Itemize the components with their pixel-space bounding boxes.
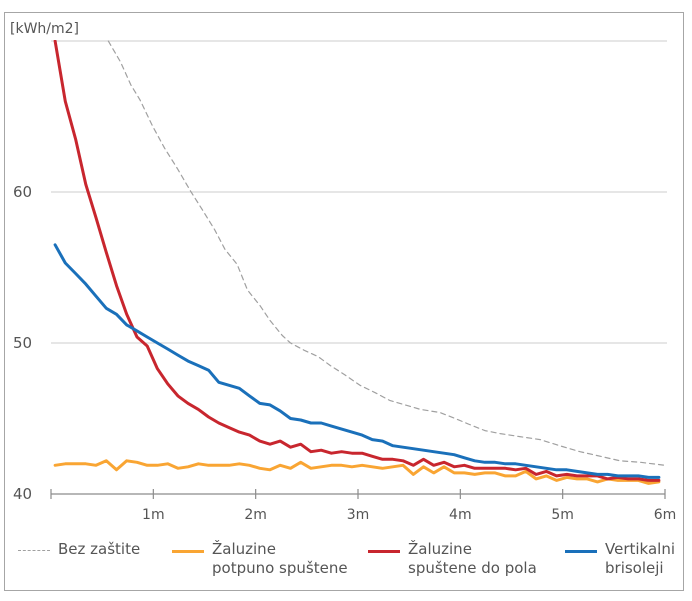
series-line-vertikalni-brisoleji — [53, 243, 661, 479]
y-tick-label: 50 — [13, 334, 32, 352]
x-tick-label: 3m — [347, 507, 370, 523]
gridlines — [51, 40, 667, 344]
series-line-zaluzine-spustene-do-pola — [53, 40, 661, 482]
legend-label: Žaluzine spuštene do pola — [408, 540, 537, 577]
x-tick-label: 6m — [654, 507, 677, 523]
legend-label: Vertikalni brisoleji — [605, 540, 675, 577]
legend-swatch-red — [368, 550, 400, 553]
chart-frame — [4, 12, 684, 591]
legend-swatch-blue — [565, 550, 597, 553]
x-tick-labels: 1m 2m 3m 4m 5m 6m — [142, 507, 676, 523]
y-tick-label: 40 — [13, 485, 32, 503]
series-line-bez-zastite — [107, 40, 666, 466]
legend-item-zaluzine-potpuno[interactable]: Žaluzine potpuno spuštene — [172, 540, 348, 578]
legend-item-vertikalni-brisoleji[interactable]: Vertikalni brisoleji — [565, 540, 675, 578]
y-axis-unit-label: [kWh/m2] — [10, 21, 79, 37]
series-lines — [53, 40, 666, 485]
legend-label: Bez zaštite — [58, 540, 141, 558]
legend-swatch-orange — [172, 550, 204, 553]
x-tick-label: 2m — [244, 507, 267, 523]
series-line-zaluzine-potpuno-spustene — [53, 459, 661, 485]
x-tick-label: 4m — [449, 507, 472, 523]
x-tick-label: 1m — [142, 507, 165, 523]
x-tick-label: 5m — [551, 507, 574, 523]
legend: Bez zaštite Žaluzine potpuno spuštene Ža… — [0, 540, 692, 590]
x-axis — [50, 489, 666, 499]
legend-swatch-dashed — [18, 550, 50, 551]
legend-label: Žaluzine potpuno spuštene — [212, 540, 348, 577]
legend-item-bez-zastite[interactable]: Bez zaštite — [18, 540, 140, 559]
y-tick-labels: 60 50 40 — [13, 183, 32, 503]
legend-item-zaluzine-do-pola[interactable]: Žaluzine spuštene do pola — [368, 540, 537, 578]
y-tick-label: 60 — [13, 183, 32, 201]
